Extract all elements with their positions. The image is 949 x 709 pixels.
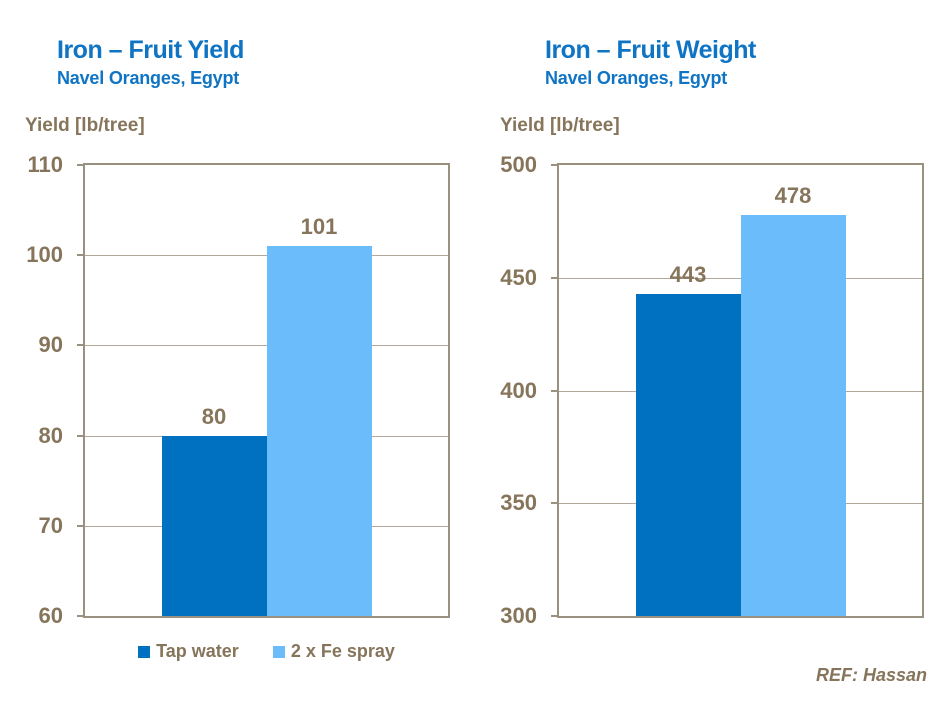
legend-swatch-tap-water [138, 645, 151, 658]
y-tick-mark [551, 164, 559, 166]
y-tick-mark [77, 434, 85, 437]
y-tick-mark [551, 502, 559, 505]
bar-2-x-fe-spray [266, 246, 372, 616]
legend-item-tap-water: Tap water [138, 641, 239, 662]
y-tick-label: 300 [500, 603, 537, 628]
legend-label-tap-water: Tap water [156, 641, 239, 661]
y-tick-mark [77, 615, 85, 617]
y-tick-label: 100 [26, 242, 63, 268]
plot-area: 110 100 90 80 70 60 80 101 [26, 154, 450, 627]
y-tick-label: 90 [38, 332, 63, 358]
chart-title: Iron – Fruit Yield [57, 36, 244, 64]
legend-swatch-2x-fe-spray [272, 645, 285, 658]
bar-2-x-fe-spray [740, 214, 846, 616]
y-tick-mark [77, 344, 85, 347]
y-tick-mark [77, 164, 85, 166]
bar-value-label: 80 [201, 403, 227, 429]
y-tick-label: 70 [38, 512, 63, 538]
y-tick-label: 500 [500, 152, 537, 177]
y-tick-label: 110 [27, 152, 64, 177]
y-tick-mark [551, 389, 559, 392]
reference-text: REF: Hassan [815, 665, 927, 685]
legend: Tap water 2 x Fe spray [83, 641, 450, 662]
bar-value-label: 443 [669, 261, 707, 287]
y-tick-label: 80 [38, 422, 63, 448]
plot-area: 500 450 400 350 300 443 478 [500, 154, 924, 627]
y-axis-title: Yield [lb/tree] [500, 115, 620, 136]
y-tick-label: 350 [500, 490, 537, 516]
chart-subtitle: Navel Oranges, Egypt [57, 68, 240, 88]
y-tick-label: 450 [500, 264, 537, 290]
chart-title: Iron – Fruit Weight [545, 36, 756, 64]
y-tick-label: 400 [500, 377, 537, 403]
y-tick-mark [77, 524, 85, 527]
legend-item-2x-fe-spray: 2 x Fe spray [272, 641, 395, 662]
y-axis-title: Yield [lb/tree] [25, 115, 145, 136]
legend-label-2x-fe-spray: 2 x Fe spray [290, 641, 395, 661]
bar-value-label: 478 [774, 182, 812, 208]
y-tick-mark [551, 615, 559, 617]
bar-value-label: 101 [300, 214, 338, 240]
chart-subtitle: Navel Oranges, Egypt [545, 68, 728, 88]
y-tick-mark [551, 276, 559, 279]
chart-fruit-weight: Iron – Fruit Weight Navel Oranges, Egypt… [474, 0, 949, 709]
y-tick-label: 60 [38, 603, 63, 628]
bar-tap-water [161, 435, 267, 616]
y-tick-mark [77, 254, 85, 257]
bar-tap-water [635, 293, 741, 616]
chart-fruit-yield: Iron – Fruit Yield Navel Oranges, Egypt … [0, 0, 474, 709]
